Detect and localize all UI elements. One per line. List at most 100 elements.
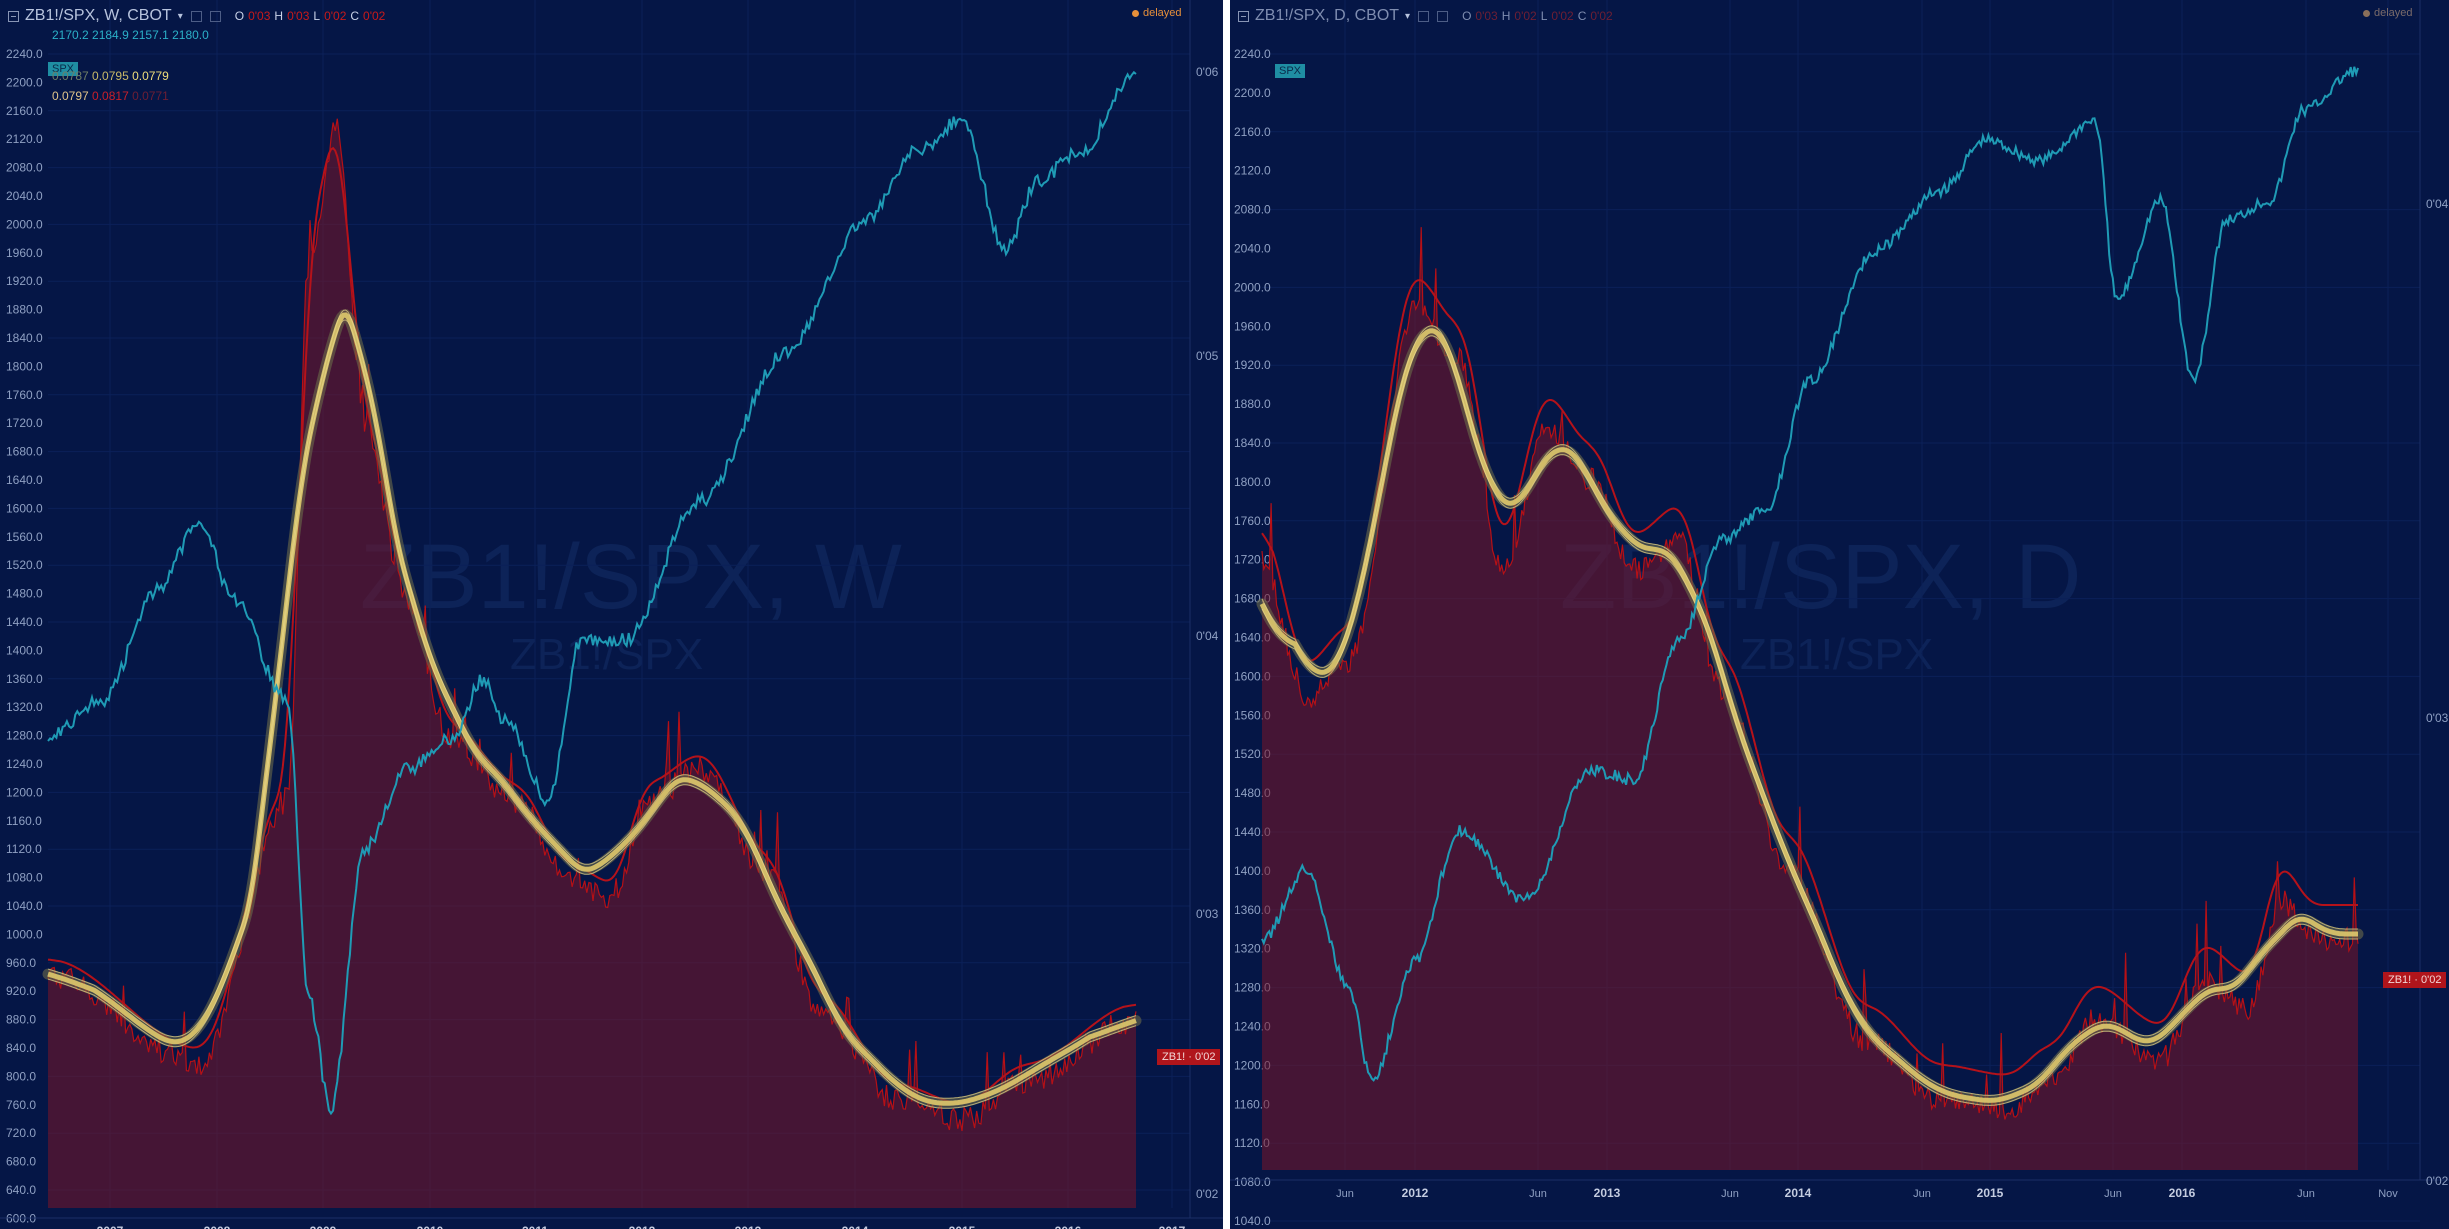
x-tick-label: 2017 xyxy=(1159,1224,1186,1229)
x-tick-label: Jun xyxy=(2297,1188,2315,1200)
status-dot-icon xyxy=(2363,9,2370,17)
x-tick-label: 2014 xyxy=(1785,1186,1812,1200)
x-tick-label: 2014 xyxy=(842,1224,869,1229)
y-tick-label: 1520.0 xyxy=(6,558,43,572)
ma-band-edge xyxy=(1261,325,2358,1096)
ma-band xyxy=(42,309,1142,1109)
y-tick-label: 1480.0 xyxy=(6,587,43,601)
status-dot-icon xyxy=(1132,9,1139,17)
y-tick-label: 1920.0 xyxy=(6,274,43,288)
chart-pane-daily[interactable]: ZB1!/SPX, D ZB1!/SPX 2240.0 2200.0 2160.0 2… xyxy=(1230,0,2449,1229)
y-tick-label: 1200.0 xyxy=(6,785,43,799)
y-tick-label: 1360.0 xyxy=(6,672,43,686)
y-tick-label: 920.0 xyxy=(6,984,36,998)
right-axis-tick: 0'05 xyxy=(1196,349,1219,363)
y-tick-label: 2000.0 xyxy=(6,217,43,231)
y-tick-label: 2200.0 xyxy=(6,75,43,89)
symbol-title[interactable]: ZB1!/SPX, D, CBOT xyxy=(1255,7,1400,24)
y-tick-label: 1160.0 xyxy=(1234,1097,1270,1111)
symbol-title[interactable]: ZB1!/SPX, W, CBOT xyxy=(25,7,172,24)
right-axis-tick: 0'02 xyxy=(2426,1174,2449,1188)
x-tick-label: 2009 xyxy=(310,1224,337,1229)
right-axis-tick: 0'03 xyxy=(2426,711,2449,725)
y-tick-label: 1440.0 xyxy=(6,615,43,629)
y-tick-label: 1800.0 xyxy=(6,359,43,373)
y-tick-label: 2040.0 xyxy=(6,189,43,203)
price-badge: ZB1! · 0'02 xyxy=(2383,972,2447,988)
y-tick-label: 1360.0 xyxy=(1234,903,1271,917)
y-tick-label: 1880.0 xyxy=(6,303,43,317)
right-axis-tick: 0'04 xyxy=(1196,629,1219,643)
chart-watermark-sub: ZB1!/SPX xyxy=(510,630,704,679)
y-tick-label: 1640.0 xyxy=(1234,631,1271,645)
chart-watermark-sub: ZB1!/SPX xyxy=(1740,630,1934,679)
x-tick-label: 2016 xyxy=(2169,1186,2196,1200)
y-tick-label: 1960.0 xyxy=(6,246,43,260)
chart-canvas[interactable]: 2240.0 2200.0 2160.0 2120.0 2080.0 2040.0 2000… xyxy=(0,0,1223,1229)
y-tick-label: 1520.0 xyxy=(1234,747,1271,761)
y-tick-label: 1120.0 xyxy=(1234,1136,1270,1150)
y-tick-label: 2160.0 xyxy=(6,104,43,118)
y-tick-label: 1880.0 xyxy=(1234,397,1271,411)
y-tick-label: 1760.0 xyxy=(6,388,43,402)
y-tick-label: 2000.0 xyxy=(1234,280,1271,294)
x-tick-label: 2007 xyxy=(97,1224,124,1229)
y-tick-label: 1240.0 xyxy=(6,757,43,771)
y-tick-label: 640.0 xyxy=(6,1183,36,1197)
hide-icon[interactable] xyxy=(209,10,221,22)
y-tick-label: 1840.0 xyxy=(1234,436,1271,450)
settings-icon[interactable] xyxy=(1418,10,1430,22)
x-tick-label: Jun xyxy=(2104,1188,2122,1200)
spx-values: 2170.2 2184.9 2157.1 2180.0 xyxy=(52,28,209,42)
chart-canvas[interactable]: 2240.0 2200.0 2160.0 2120.0 2080.0 2040.0 2000… xyxy=(1230,0,2449,1229)
ma-band-edge xyxy=(47,319,1137,1109)
y-tick-label: 1120.0 xyxy=(6,842,42,856)
ohlc-readout: O 0'03 H 0'03 L 0'02 C 0'02 xyxy=(234,9,386,23)
y-tick-label: 1640.0 xyxy=(6,473,43,487)
y-tick-label: 680.0 xyxy=(6,1155,36,1169)
y-tick-label: 1560.0 xyxy=(1234,708,1271,722)
y-tick-label: 1960.0 xyxy=(1234,319,1271,333)
hide-icon[interactable] xyxy=(1437,10,1449,22)
x-tick-label: 2013 xyxy=(735,1224,762,1229)
x-tick-label: Jun xyxy=(1336,1188,1354,1200)
y-tick-label: 1040.0 xyxy=(1234,1214,1271,1228)
y-tick-label: 960.0 xyxy=(6,956,36,970)
right-axis-tick: 0'06 xyxy=(1196,65,1219,79)
settings-icon[interactable] xyxy=(190,10,202,22)
y-tick-label: 1600.0 xyxy=(1234,669,1271,683)
y-tick-label: 2040.0 xyxy=(1234,242,1271,256)
spx-line xyxy=(47,70,1137,1116)
y-tick-label: 1280.0 xyxy=(1234,981,1271,995)
chart-watermark: ZB1!/SPX, W xyxy=(360,526,902,628)
y-tick-label: 1720.0 xyxy=(6,416,43,430)
right-axis-tick: 0'03 xyxy=(1196,907,1219,921)
y-tick-label: 2120.0 xyxy=(1234,164,1271,178)
dropdown-arrow-icon[interactable]: ▾ xyxy=(177,10,183,22)
y-tick-label: 1760.0 xyxy=(1234,514,1271,528)
y-tick-label: 1280.0 xyxy=(6,729,43,743)
y-tick-label: 2240.0 xyxy=(6,47,43,61)
y-tick-label: 1080.0 xyxy=(1234,1175,1271,1189)
dropdown-arrow-icon[interactable]: ▾ xyxy=(1405,10,1411,22)
ratio-area xyxy=(1262,227,2358,1171)
collapse-icon[interactable] xyxy=(8,10,19,22)
y-tick-label: 800.0 xyxy=(6,1069,36,1083)
y-tick-label: 1080.0 xyxy=(6,871,43,885)
y-tick-label: 840.0 xyxy=(6,1041,36,1055)
x-tick-label: 2013 xyxy=(1594,1186,1621,1200)
y-tick-label: 880.0 xyxy=(6,1013,36,1027)
x-tick-label: 2011 xyxy=(522,1224,548,1229)
spx-badge: SPX xyxy=(48,62,79,76)
collapse-icon[interactable] xyxy=(1238,10,1249,22)
ratio-area xyxy=(48,118,1136,1209)
y-tick-label: 1000.0 xyxy=(6,927,43,941)
chart-pane-weekly[interactable]: ZB1!/SPX, W ZB1!/SPX 2240.0 2200.0 2160.0 2… xyxy=(0,0,1223,1229)
pane-divider[interactable] xyxy=(1223,0,1230,1229)
x-tick-label: 2008 xyxy=(204,1224,231,1229)
y-tick-label: 2080.0 xyxy=(6,161,43,175)
y-tick-label: 1480.0 xyxy=(1234,786,1271,800)
y-tick-label: 1920.0 xyxy=(1234,358,1271,372)
